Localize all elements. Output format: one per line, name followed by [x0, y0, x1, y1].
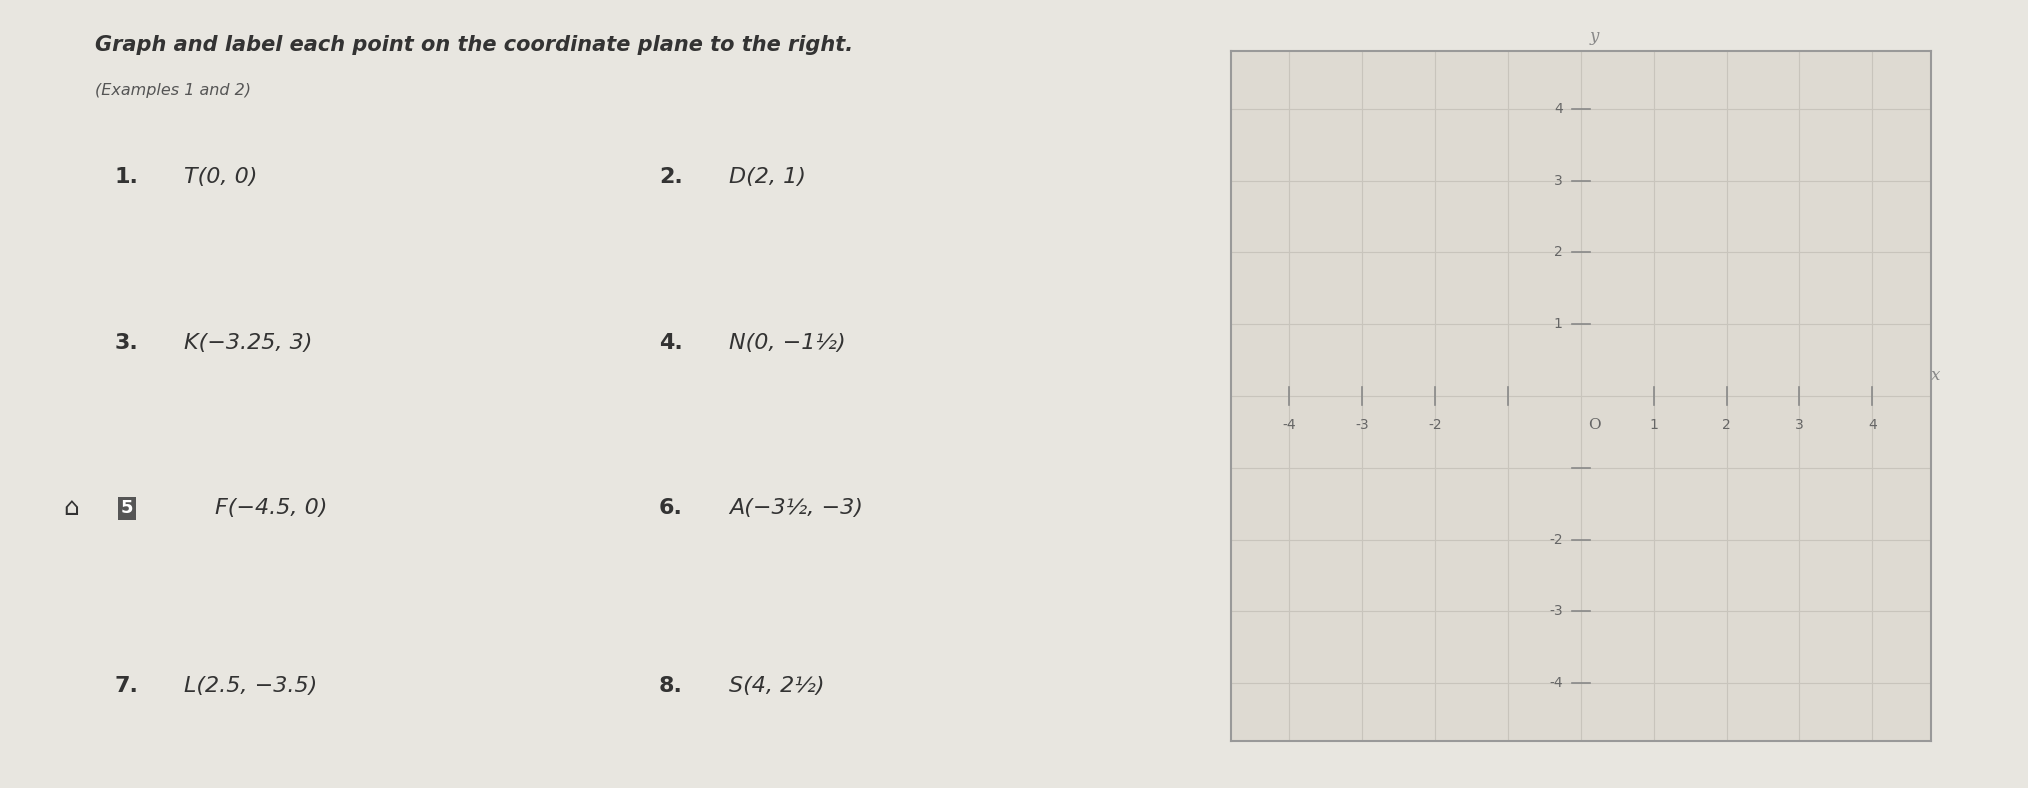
Text: ⌂: ⌂	[63, 496, 79, 520]
Text: -4: -4	[1549, 676, 1564, 690]
Text: -2: -2	[1549, 533, 1564, 547]
Text: 1: 1	[1553, 317, 1564, 331]
Text: T(0, 0): T(0, 0)	[185, 167, 258, 188]
Text: 5: 5	[120, 500, 134, 517]
Text: 6.: 6.	[659, 498, 683, 519]
Text: 3.: 3.	[114, 333, 138, 353]
Text: 1.: 1.	[114, 167, 138, 188]
Text: F(−4.5, 0): F(−4.5, 0)	[215, 498, 329, 519]
Text: -3: -3	[1549, 604, 1564, 619]
Text: 4.: 4.	[659, 333, 683, 353]
Text: -4: -4	[1282, 418, 1296, 432]
Text: 3: 3	[1553, 173, 1564, 188]
Text: D(2, 1): D(2, 1)	[728, 167, 805, 188]
Text: K(−3.25, 3): K(−3.25, 3)	[185, 333, 312, 353]
Text: 2.: 2.	[659, 167, 683, 188]
Text: 4: 4	[1868, 418, 1876, 432]
Text: 7.: 7.	[114, 675, 138, 696]
Text: 2: 2	[1553, 245, 1564, 259]
Text: 8.: 8.	[659, 675, 683, 696]
Text: N(0, −1½): N(0, −1½)	[728, 333, 846, 353]
Text: 2: 2	[1722, 418, 1732, 432]
Text: x: x	[1931, 367, 1941, 385]
Text: (Examples 1 and 2): (Examples 1 and 2)	[95, 83, 251, 98]
Text: L(2.5, −3.5): L(2.5, −3.5)	[185, 675, 316, 696]
Text: y: y	[1590, 28, 1598, 46]
Text: 1: 1	[1649, 418, 1659, 432]
Text: A(−3½, −3): A(−3½, −3)	[728, 498, 862, 519]
Text: 4: 4	[1553, 102, 1564, 116]
Text: Graph and label each point on the coordinate plane to the right.: Graph and label each point on the coordi…	[95, 35, 854, 55]
Text: -2: -2	[1428, 418, 1442, 432]
Text: -3: -3	[1355, 418, 1369, 432]
Text: O: O	[1588, 418, 1600, 432]
Text: 3: 3	[1795, 418, 1803, 432]
Text: S(4, 2½): S(4, 2½)	[728, 675, 823, 696]
